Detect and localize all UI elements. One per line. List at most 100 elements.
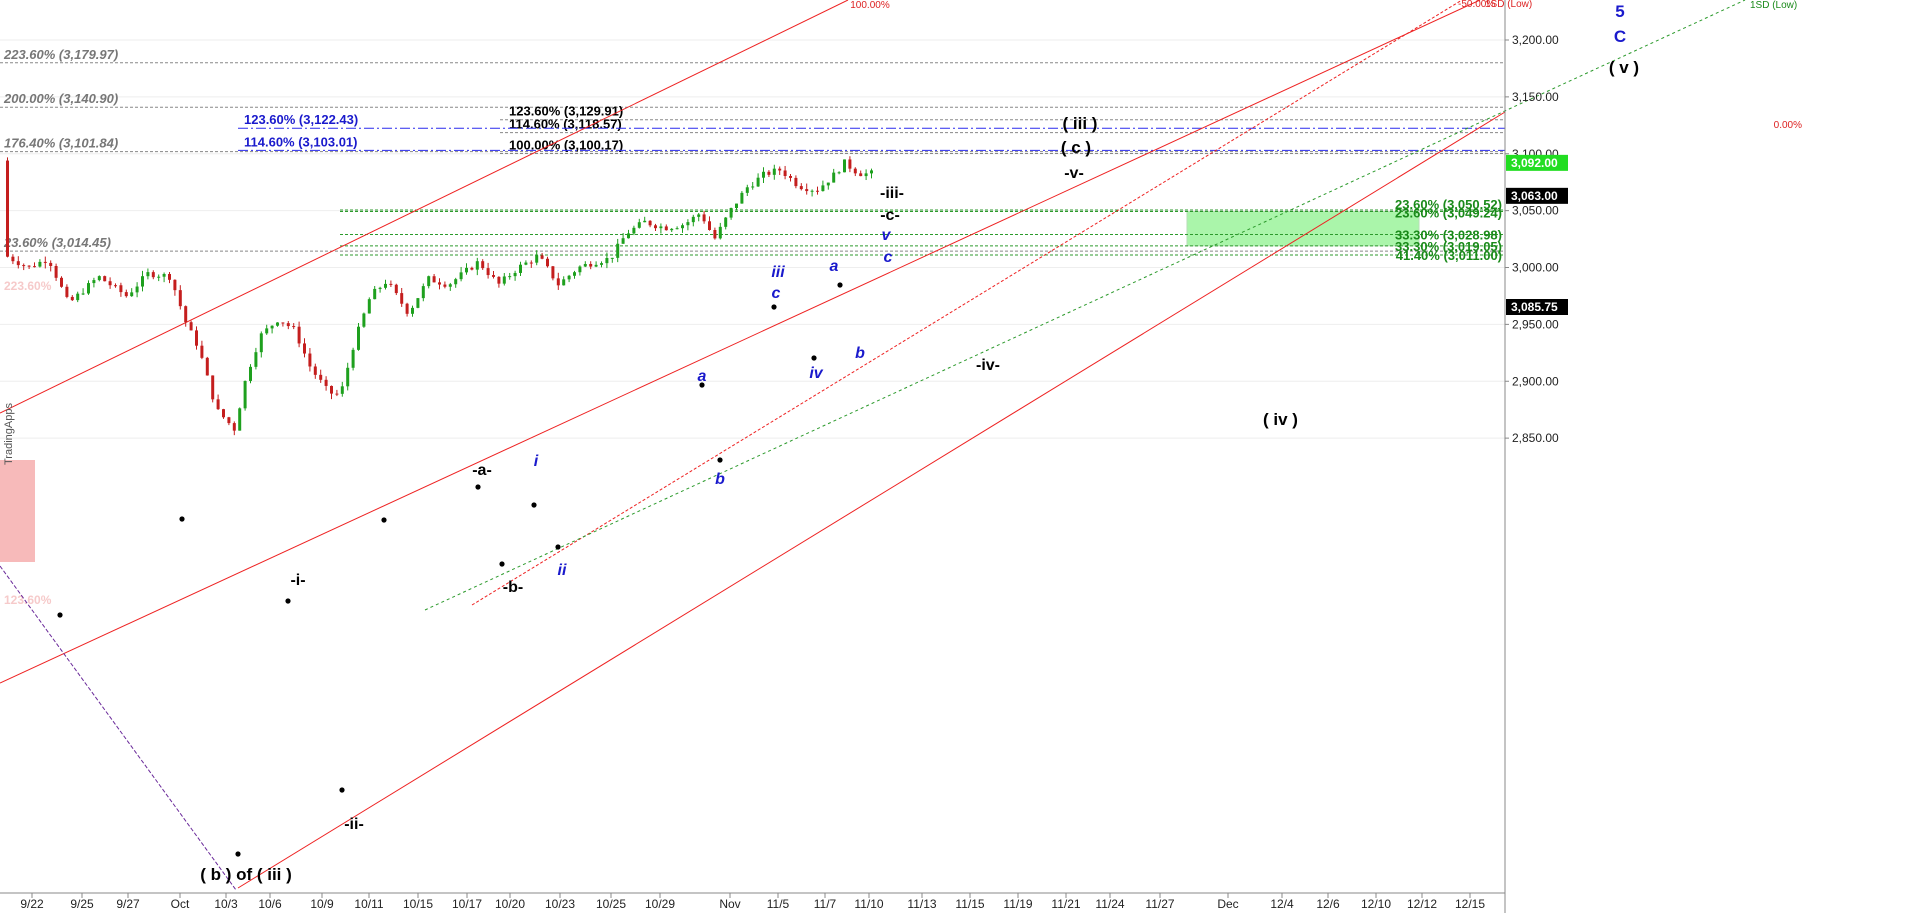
candle-body	[97, 276, 101, 281]
candle-body	[87, 283, 90, 294]
candle-body	[330, 385, 333, 394]
date-axis-layer: 9/22 9/25 9/27 Oct 10/3 10/6 10/9 10/11 10/15 10/…	[0, 892, 1505, 911]
channel-label: 0.00%	[1774, 120, 1802, 131]
candle-body	[632, 227, 636, 234]
candle-body	[265, 328, 269, 334]
candle-body	[648, 220, 652, 226]
date-tick-label: 11/5	[767, 897, 790, 911]
swing-marker	[717, 457, 723, 463]
candle-body	[864, 173, 868, 177]
date-tick-label: 10/17	[452, 897, 482, 911]
wave-label: ii	[558, 562, 567, 579]
candle-body	[205, 357, 209, 376]
fib-label: 23.60% (3,050.52)	[1395, 197, 1502, 212]
candle-body	[740, 192, 744, 204]
channel-lines-layer: 100.00%0.00%-50.00%1SD (Low) 1SD (Low)Tra…	[0, 0, 1802, 891]
candle-body	[497, 276, 501, 284]
candle-body	[600, 263, 603, 265]
swing-marker	[837, 282, 843, 288]
candle-body	[751, 186, 755, 188]
fib-label: 33.30% (3,028.98)	[1395, 228, 1502, 243]
channel-green	[424, 0, 1746, 611]
candle-body	[65, 286, 69, 297]
candle-body	[6, 160, 9, 257]
fib-label: 114.60% (3,103.01)	[244, 134, 357, 149]
candle-body	[340, 386, 344, 394]
candle-body	[794, 177, 798, 187]
candle-body	[610, 257, 614, 259]
candle-body	[33, 266, 36, 268]
candle-body	[254, 352, 258, 367]
price-badge	[1506, 154, 1568, 171]
faint-fib-label: 123.60%	[4, 593, 52, 607]
swing-marker	[339, 787, 345, 793]
candle-body	[443, 284, 447, 287]
date-tick-label: 10/15	[403, 897, 433, 911]
candle-body	[438, 282, 441, 285]
candle-body	[157, 276, 161, 278]
candle-body	[681, 225, 684, 229]
price-tick-label: 3,150.00	[1512, 90, 1559, 104]
candle-body	[767, 171, 771, 175]
candle-body	[243, 380, 247, 409]
candle-body	[562, 279, 566, 286]
candle-body	[416, 298, 420, 308]
candle-body	[189, 322, 193, 331]
candle-body	[389, 283, 393, 285]
candle-body	[238, 408, 242, 431]
candle-body	[654, 225, 657, 229]
candle-body	[837, 172, 841, 174]
channel-label: 1SD (Low)	[1485, 0, 1532, 10]
price-badge-label: 3,063.00	[1511, 189, 1558, 203]
fib-label: 33.30% (3,019.05)	[1395, 239, 1502, 254]
swing-marker	[499, 561, 505, 567]
candle-body	[124, 292, 128, 297]
candle-body	[168, 273, 171, 280]
price-badge-label: 3,085.75	[1511, 300, 1558, 314]
candle-body	[276, 322, 279, 326]
swing-marker	[699, 382, 705, 388]
date-tick-label: 10/25	[596, 897, 626, 911]
candle-body	[578, 266, 582, 273]
candle-body	[427, 276, 431, 287]
swing-markers-layer	[57, 282, 843, 857]
candle-body	[259, 333, 263, 353]
wave-labels-layer: ( b ) of ( iii )-i--ii--a--b-iiiabiiiciv…	[200, 2, 1639, 884]
candle-body	[546, 258, 549, 267]
candle-body	[286, 323, 290, 327]
candle-body	[805, 189, 809, 192]
channel-lower	[237, 111, 1506, 889]
swing-marker	[381, 517, 387, 523]
date-tick-label: 11/27	[1145, 897, 1174, 911]
target-zone-layer: ( iv )	[1186, 210, 1420, 429]
candle-body	[724, 217, 728, 227]
candle-body	[870, 170, 873, 174]
candle-body	[421, 286, 425, 299]
wave-label: -c-	[880, 207, 900, 224]
candle-body	[303, 343, 306, 354]
candle-body	[141, 276, 144, 287]
candle-body	[816, 190, 819, 192]
target-zone-box	[1186, 210, 1420, 247]
candle-body	[643, 220, 647, 223]
candle-body	[76, 293, 80, 301]
candle-body	[232, 423, 236, 431]
swing-marker	[811, 355, 817, 361]
date-tick-label: 11/13	[907, 897, 936, 911]
wave-label: -a-	[472, 462, 492, 479]
price-tick-label: 3,050.00	[1512, 204, 1559, 218]
date-tick-label: 10/29	[645, 897, 675, 911]
candle-body	[745, 187, 749, 193]
swing-marker	[475, 484, 481, 490]
candle-body	[195, 330, 198, 346]
candle-body	[621, 238, 625, 244]
candle-body	[627, 233, 630, 239]
candle-body	[675, 228, 679, 230]
wave-label: -b-	[503, 579, 523, 596]
wave-label: -ii-	[344, 816, 364, 833]
wave-label: a	[830, 258, 839, 275]
price-tick-label: 3,000.00	[1512, 261, 1559, 275]
candle-body	[162, 273, 166, 277]
candle-body	[70, 296, 74, 301]
candle-body	[529, 262, 533, 264]
